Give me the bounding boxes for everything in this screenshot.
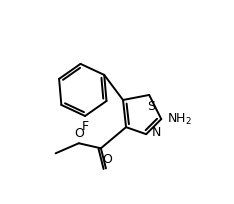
Text: N: N [152, 126, 161, 139]
Text: NH$_2$: NH$_2$ [167, 112, 192, 127]
Text: O: O [102, 153, 112, 166]
Text: O: O [74, 127, 84, 140]
Text: F: F [81, 120, 89, 133]
Text: S: S [147, 100, 155, 113]
